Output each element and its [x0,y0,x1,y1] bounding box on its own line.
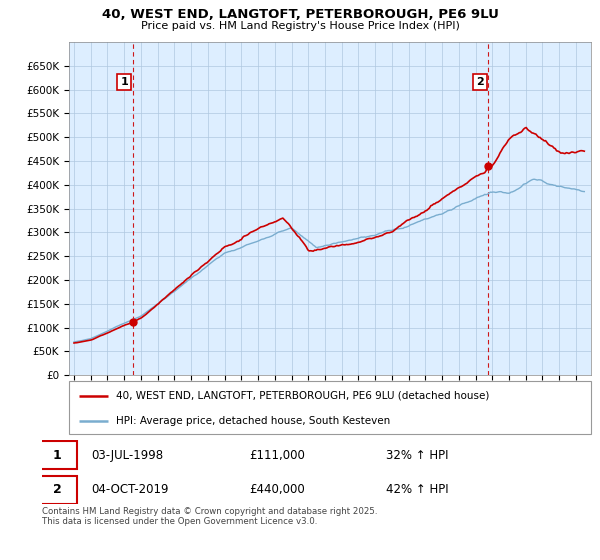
Text: 40, WEST END, LANGTOFT, PETERBOROUGH, PE6 9LU: 40, WEST END, LANGTOFT, PETERBOROUGH, PE… [101,8,499,21]
FancyBboxPatch shape [37,475,77,504]
Text: £440,000: £440,000 [250,483,305,496]
Text: 32% ↑ HPI: 32% ↑ HPI [386,449,448,461]
Text: HPI: Average price, detached house, South Kesteven: HPI: Average price, detached house, Sout… [116,416,390,426]
Text: Contains HM Land Registry data © Crown copyright and database right 2025.
This d: Contains HM Land Registry data © Crown c… [42,507,377,526]
Text: £111,000: £111,000 [250,449,305,461]
Text: 03-JUL-1998: 03-JUL-1998 [91,449,163,461]
Text: 1: 1 [53,449,61,461]
Text: 1: 1 [121,77,128,87]
Text: 2: 2 [53,483,61,496]
Text: Price paid vs. HM Land Registry's House Price Index (HPI): Price paid vs. HM Land Registry's House … [140,21,460,31]
Text: 40, WEST END, LANGTOFT, PETERBOROUGH, PE6 9LU (detached house): 40, WEST END, LANGTOFT, PETERBOROUGH, PE… [116,391,490,401]
Text: 04-OCT-2019: 04-OCT-2019 [91,483,169,496]
Text: 42% ↑ HPI: 42% ↑ HPI [386,483,449,496]
Text: 2: 2 [476,77,484,87]
FancyBboxPatch shape [37,441,77,469]
